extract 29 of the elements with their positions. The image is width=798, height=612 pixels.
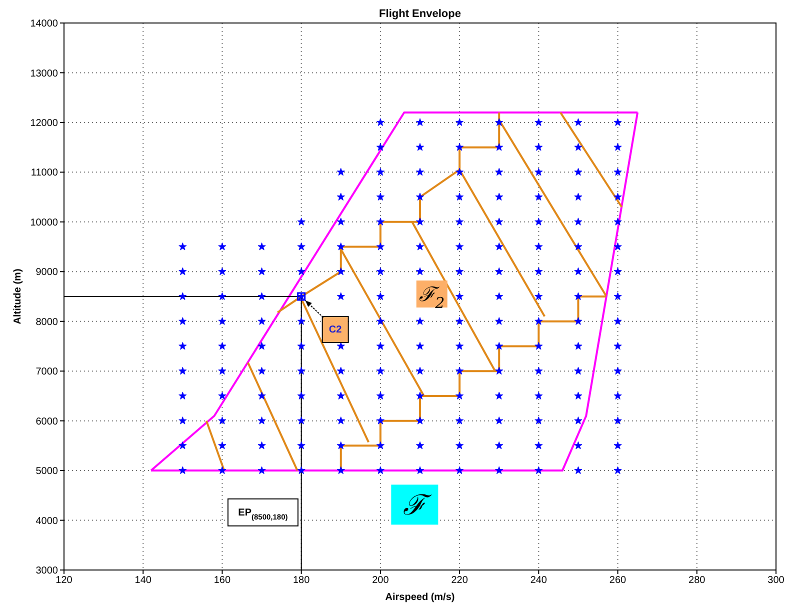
y-tick-label: 6000 [36, 416, 58, 428]
x-tick-label: 200 [372, 575, 390, 586]
x-tick-label: 160 [214, 575, 231, 586]
y-tick-label: 8000 [36, 316, 58, 328]
x-tick-label: 180 [292, 575, 310, 586]
y-axis-title: Altitude (m) [12, 268, 24, 324]
y-tick-label: 11000 [30, 168, 58, 179]
y-tick-label: 7000 [36, 366, 58, 378]
x-tick-label: 300 [768, 575, 785, 586]
y-tick-label: 14000 [30, 18, 58, 30]
annotation: ℱ$_{2}$ [419, 282, 445, 312]
x-tick-label: 140 [134, 575, 152, 586]
y-tick-label: 10000 [30, 217, 58, 228]
y-tick-label: 3000 [36, 566, 58, 577]
x-tick-label: 220 [451, 575, 468, 586]
y-tick-label: 5000 [36, 466, 58, 478]
y-tick-label: 13000 [30, 68, 58, 80]
annotation: EP$_{(8500,180)}$ [238, 506, 288, 522]
x-tick-label: 280 [688, 575, 706, 586]
annotation: ℱ [403, 488, 432, 522]
y-tick-label: 4000 [36, 516, 58, 527]
x-tick-label: 240 [530, 575, 548, 586]
annotation: C2 [328, 324, 342, 335]
chart-title: Flight Envelope [378, 8, 462, 20]
x-tick-label: 120 [56, 575, 73, 586]
y-tick-label: 12000 [30, 118, 58, 130]
x-tick-label: 260 [609, 575, 627, 586]
y-tick-label: 9000 [36, 267, 58, 278]
x-axis-title: Airspeed (m/s) [385, 592, 455, 603]
